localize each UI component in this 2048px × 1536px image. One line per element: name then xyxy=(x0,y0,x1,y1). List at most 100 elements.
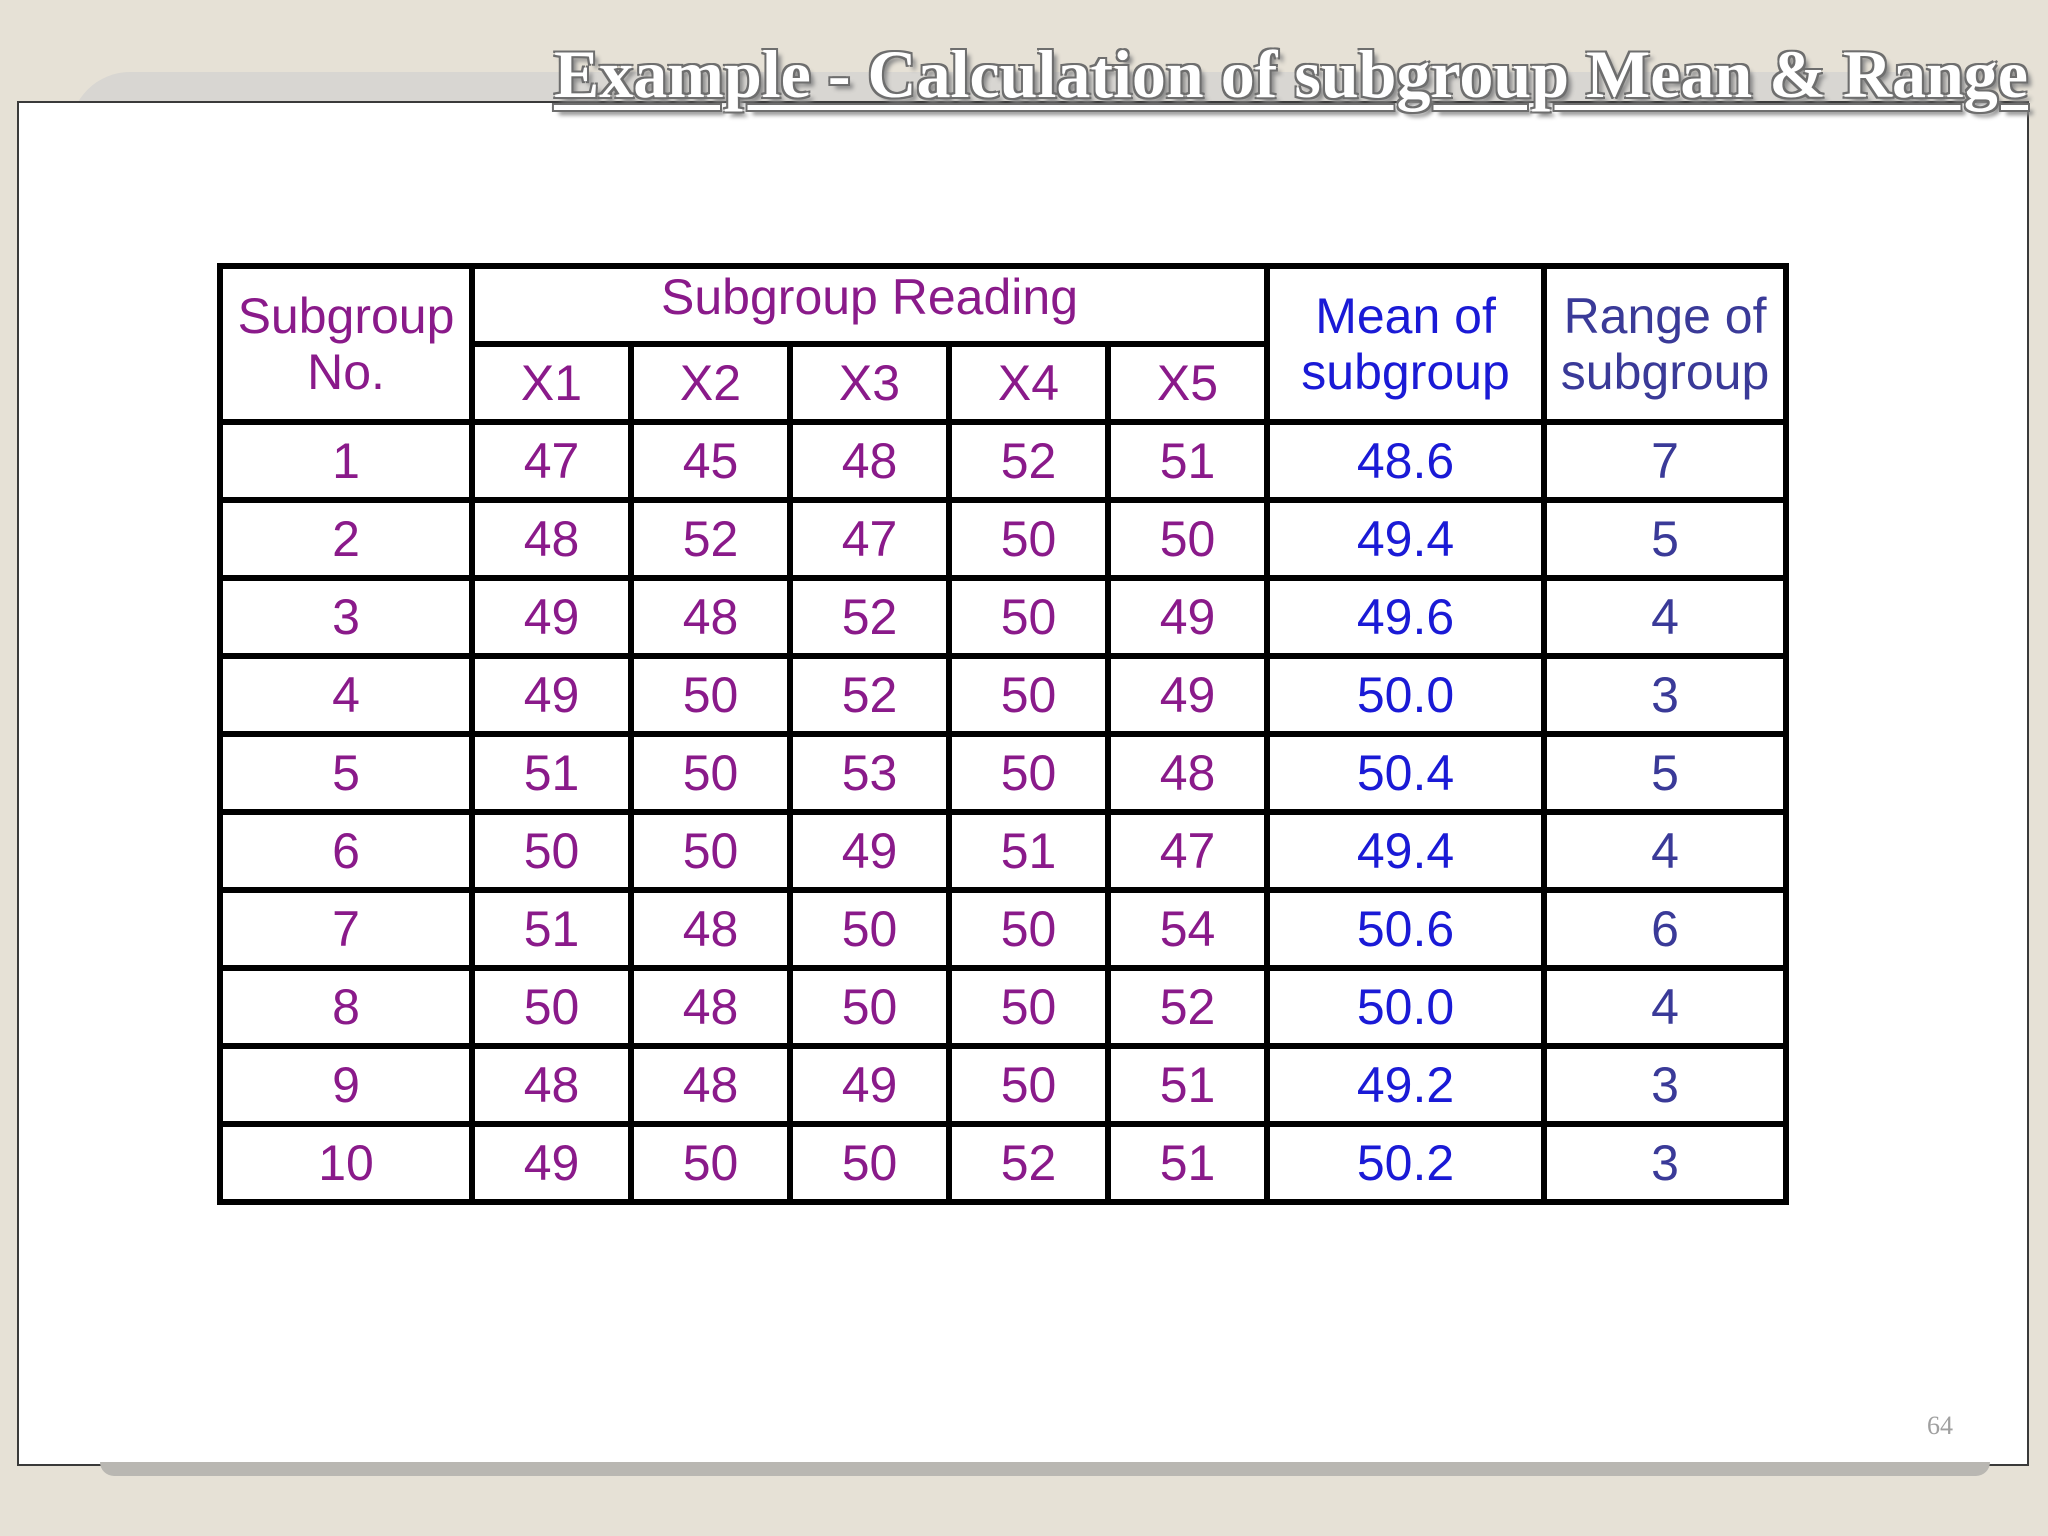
cell-x2: 48 xyxy=(628,965,793,1049)
table-row: 3 49 48 52 50 49 49.6 4 xyxy=(217,575,1790,659)
header-row-top: Subgroup No. Subgroup Reading Mean of su… xyxy=(217,263,1790,425)
cell-x5: 49 xyxy=(1104,575,1271,659)
cell-x4: 50 xyxy=(946,731,1111,815)
cell-x3: 49 xyxy=(787,809,952,893)
cell-x1: 49 xyxy=(469,653,634,737)
cell-x5: 47 xyxy=(1104,809,1271,893)
cell-range: 7 xyxy=(1541,419,1790,503)
cell-x3: 47 xyxy=(787,497,952,581)
cell-range: 3 xyxy=(1541,1043,1790,1127)
cell-x3: 52 xyxy=(787,575,952,659)
subgroup-data-table: Subgroup No. Subgroup Reading Mean of su… xyxy=(217,263,1790,1205)
cell-range: 5 xyxy=(1541,731,1790,815)
cell-range: 5 xyxy=(1541,497,1790,581)
cell-x1: 51 xyxy=(469,887,634,971)
cell-range: 3 xyxy=(1541,1121,1790,1205)
cell-mean: 50.4 xyxy=(1264,731,1548,815)
cell-x2: 52 xyxy=(628,497,793,581)
header-x1: X1 xyxy=(469,341,634,425)
cell-x3: 50 xyxy=(787,1121,952,1205)
cell-x2: 50 xyxy=(628,1121,793,1205)
cell-x1: 50 xyxy=(469,965,634,1049)
cell-mean: 50.0 xyxy=(1264,965,1548,1049)
cell-x2: 45 xyxy=(628,419,793,503)
table-row: 10 49 50 50 52 51 50.2 3 xyxy=(217,1121,1790,1205)
cell-subgroup-no: 2 xyxy=(217,497,475,581)
cell-subgroup-no: 1 xyxy=(217,419,475,503)
cell-x3: 48 xyxy=(787,419,952,503)
cell-x4: 52 xyxy=(946,1121,1111,1205)
cell-mean: 48.6 xyxy=(1264,419,1548,503)
header-subgroup-reading: Subgroup Reading xyxy=(468,263,1271,347)
cell-x5: 49 xyxy=(1104,653,1271,737)
header-subgroup-no: Subgroup No. xyxy=(217,263,475,425)
cell-x3: 50 xyxy=(787,887,952,971)
cell-subgroup-no: 3 xyxy=(217,575,475,659)
slide-bottom-shade xyxy=(100,1462,1990,1476)
cell-x3: 49 xyxy=(787,1043,952,1127)
cell-x2: 50 xyxy=(628,653,793,737)
cell-range: 4 xyxy=(1541,575,1790,659)
cell-x3: 50 xyxy=(787,965,952,1049)
cell-x5: 51 xyxy=(1104,1121,1271,1205)
cell-x4: 50 xyxy=(946,887,1111,971)
cell-range: 6 xyxy=(1541,887,1790,971)
header-row-readings: X1 X2 X3 X4 X5 xyxy=(220,341,1786,425)
cell-x1: 47 xyxy=(469,419,634,503)
cell-subgroup-no: 6 xyxy=(217,809,475,893)
table-body: 1 47 45 48 52 51 48.6 7 2 48 52 47 50 50 49.4 5 3 49 48 52 5… xyxy=(217,419,1790,1205)
cell-x5: 50 xyxy=(1104,497,1271,581)
cell-x2: 50 xyxy=(628,731,793,815)
cell-x1: 49 xyxy=(469,1121,634,1205)
table-row: 7 51 48 50 50 54 50.6 6 xyxy=(217,887,1790,971)
cell-x1: 48 xyxy=(469,1043,634,1127)
header-mean: Mean of subgroup xyxy=(1264,263,1548,425)
cell-x1: 48 xyxy=(469,497,634,581)
cell-x3: 52 xyxy=(787,653,952,737)
cell-x4: 50 xyxy=(946,653,1111,737)
cell-x4: 50 xyxy=(946,575,1111,659)
cell-x4: 51 xyxy=(946,809,1111,893)
header-x4: X4 xyxy=(946,341,1111,425)
cell-x2: 48 xyxy=(628,575,793,659)
cell-x1: 49 xyxy=(469,575,634,659)
header-x5: X5 xyxy=(1104,341,1271,425)
cell-x5: 51 xyxy=(1104,1043,1271,1127)
cell-x4: 50 xyxy=(946,1043,1111,1127)
table-row: 6 50 50 49 51 47 49.4 4 xyxy=(217,809,1790,893)
cell-x5: 48 xyxy=(1104,731,1271,815)
cell-mean: 49.4 xyxy=(1264,497,1548,581)
cell-x1: 51 xyxy=(469,731,634,815)
table-row: 1 47 45 48 52 51 48.6 7 xyxy=(217,419,1790,503)
header-x2: X2 xyxy=(628,341,793,425)
cell-x5: 51 xyxy=(1104,419,1271,503)
cell-mean: 50.0 xyxy=(1264,653,1548,737)
cell-x1: 50 xyxy=(469,809,634,893)
cell-x2: 48 xyxy=(628,1043,793,1127)
cell-subgroup-no: 9 xyxy=(217,1043,475,1127)
cell-subgroup-no: 8 xyxy=(217,965,475,1049)
cell-mean: 50.2 xyxy=(1264,1121,1548,1205)
cell-x2: 50 xyxy=(628,809,793,893)
cell-x5: 52 xyxy=(1104,965,1271,1049)
cell-subgroup-no: 5 xyxy=(217,731,475,815)
cell-subgroup-no: 10 xyxy=(217,1121,475,1205)
cell-x5: 54 xyxy=(1104,887,1271,971)
cell-x4: 50 xyxy=(946,965,1111,1049)
table-row: 4 49 50 52 50 49 50.0 3 xyxy=(217,653,1790,737)
cell-range: 3 xyxy=(1541,653,1790,737)
header-range: Range of subgroup xyxy=(1541,263,1790,425)
cell-subgroup-no: 4 xyxy=(217,653,475,737)
cell-mean: 49.2 xyxy=(1264,1043,1548,1127)
cell-range: 4 xyxy=(1541,809,1790,893)
cell-x2: 48 xyxy=(628,887,793,971)
cell-subgroup-no: 7 xyxy=(217,887,475,971)
table-row: 5 51 50 53 50 48 50.4 5 xyxy=(217,731,1790,815)
cell-x3: 53 xyxy=(787,731,952,815)
table-row: 8 50 48 50 50 52 50.0 4 xyxy=(217,965,1790,1049)
header-x3: X3 xyxy=(787,341,952,425)
cell-x4: 52 xyxy=(946,419,1111,503)
cell-x4: 50 xyxy=(946,497,1111,581)
slide-title: Example - Calculation of subgroup Mean &… xyxy=(553,36,2028,112)
page-number: 64 xyxy=(1927,1411,1953,1440)
